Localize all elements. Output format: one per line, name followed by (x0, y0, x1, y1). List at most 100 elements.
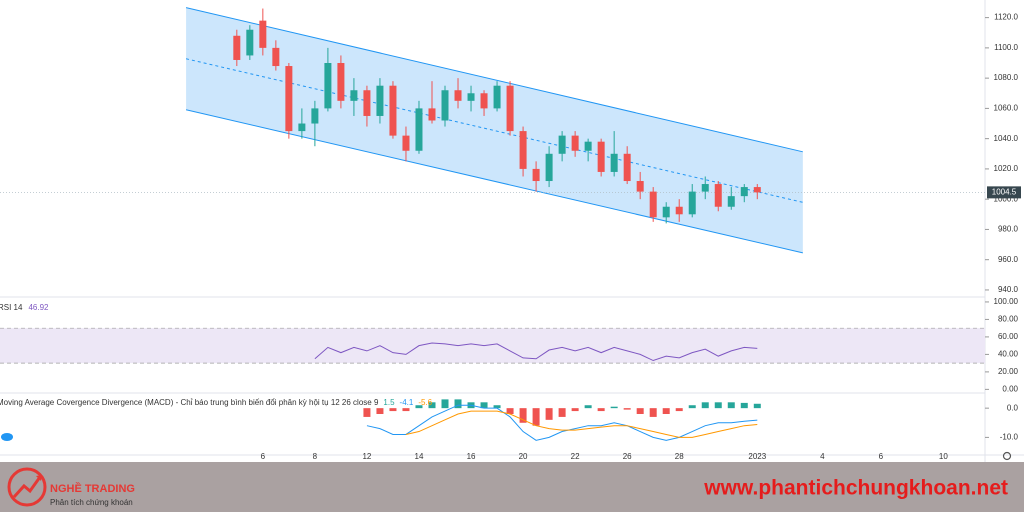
x-tick-label: 14 (415, 452, 424, 461)
macd-histogram-bar (571, 408, 579, 412)
x-tick-label: 28 (675, 452, 684, 461)
channel-upper (185, 7, 803, 153)
candle-body (727, 196, 735, 207)
candle-body (519, 131, 527, 169)
candle-body (246, 29, 254, 56)
y-tick-label: 960.0 (998, 255, 1019, 264)
y-tick-label: 0.00 (1002, 384, 1018, 393)
candle-body (285, 66, 293, 132)
rsi-value: 46.92 (28, 303, 49, 312)
x-tick-label: 8 (313, 452, 318, 461)
macd-histogram-bar (402, 408, 410, 412)
y-tick-label: 1120.0 (994, 13, 1018, 22)
x-tick-label: 6 (261, 452, 266, 461)
candle-body (376, 85, 384, 116)
candle-body (753, 187, 761, 193)
macd-histogram-bar (558, 408, 566, 417)
macd-histogram-bar (480, 402, 488, 409)
x-tick-label: 6 (879, 452, 884, 461)
candle-body (389, 85, 397, 136)
rsi-line (314, 342, 758, 362)
x-tick-label: 26 (623, 452, 632, 461)
candle-body (571, 135, 579, 151)
y-tick-label: 80.00 (998, 315, 1019, 324)
candle-body (402, 135, 410, 151)
candle-body (350, 90, 358, 101)
x-tick-label: 12 (362, 452, 371, 461)
candle-body (558, 135, 566, 154)
x-tick-label: 4 (820, 452, 825, 461)
candle-body (454, 90, 462, 101)
candle-body (441, 90, 449, 121)
macd-histogram-bar (740, 402, 748, 409)
x-tick-label: 10 (939, 452, 948, 461)
candle-body (298, 123, 306, 132)
macd-value: 1.5 (383, 398, 395, 407)
last-price-tag (987, 186, 1021, 199)
macd-histogram-bar (493, 405, 501, 409)
macd-histogram-bar (428, 402, 436, 409)
rsi-title: RSI 14 (0, 303, 23, 312)
candle-body (324, 63, 332, 109)
macd-histogram-bar (727, 402, 735, 409)
candle-body (233, 35, 241, 60)
candle-body (649, 191, 657, 218)
candle-body (506, 85, 514, 132)
macd-histogram-bar (506, 408, 514, 414)
macd-histogram-bar (623, 408, 631, 410)
macd-histogram-bar (545, 408, 553, 420)
candle-body (740, 187, 748, 197)
x-tick-label: 20 (519, 452, 528, 461)
y-tick-label: 40.00 (998, 350, 1019, 359)
macd-histogram-bar (597, 408, 605, 412)
footer-banner (0, 462, 1024, 512)
logo-subtitle: Phân tích chứng khoán (50, 498, 133, 507)
candle-body (675, 206, 683, 215)
candle-body (597, 141, 605, 172)
y-tick-label: 60.00 (998, 332, 1019, 341)
x-tick-label: 22 (571, 452, 580, 461)
macd-histogram-bar (701, 402, 709, 409)
candle-body (337, 63, 345, 101)
macd-icon[interactable] (1, 433, 13, 441)
macd-value: -5.6 (418, 398, 432, 407)
y-tick-label: 1060.0 (994, 104, 1019, 113)
macd-line (405, 410, 758, 438)
candle-body (662, 206, 670, 218)
y-tick-label: 1000.0 (994, 194, 1019, 203)
macd-histogram-bar (441, 399, 449, 409)
website[interactable]: www.phantichchungkhoan.net (703, 477, 1008, 500)
logo-title: NGHỀ TRADING (50, 482, 135, 495)
macd-line (366, 404, 758, 441)
macd-histogram-bar (519, 408, 527, 423)
macd-title: Moving Average Covergence Divergence (MA… (0, 398, 379, 407)
y-tick-label: 1100.0 (994, 43, 1018, 52)
candle-body (480, 93, 488, 109)
candle-body (636, 181, 644, 192)
candle-body (610, 153, 618, 172)
macd-histogram-bar (649, 408, 657, 417)
candle-body (701, 184, 709, 192)
settings-icon[interactable] (1002, 451, 1012, 461)
macd-histogram-bar (753, 403, 761, 409)
candle-body (467, 93, 475, 101)
macd-value: -4.1 (400, 398, 414, 407)
candle-body (415, 108, 423, 151)
macd-histogram-bar (376, 408, 384, 414)
y-tick-label: 1040.0 (994, 134, 1019, 143)
last-price-label: 1004.5 (992, 187, 1017, 196)
x-tick-label: 2023 (748, 452, 766, 461)
rsi-band (0, 328, 985, 364)
y-tick-label: 0.0 (1007, 403, 1019, 412)
x-tick-label: 16 (467, 452, 476, 461)
y-tick-label: 980.0 (998, 225, 1019, 234)
macd-histogram-bar (675, 408, 683, 412)
y-tick-label: 100.00 (994, 297, 1019, 306)
candle-body (584, 141, 592, 151)
candle-body (311, 108, 319, 124)
candle-body (623, 153, 631, 182)
macd-histogram-bar (636, 408, 644, 414)
macd-histogram-bar (415, 405, 423, 409)
